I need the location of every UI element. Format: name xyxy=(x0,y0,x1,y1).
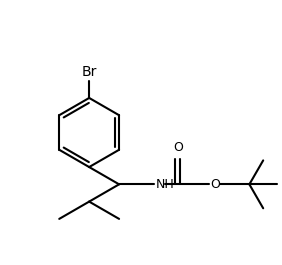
Text: O: O xyxy=(211,178,221,191)
Text: NH: NH xyxy=(155,178,174,191)
Text: O: O xyxy=(173,141,183,154)
Text: Br: Br xyxy=(81,65,97,79)
